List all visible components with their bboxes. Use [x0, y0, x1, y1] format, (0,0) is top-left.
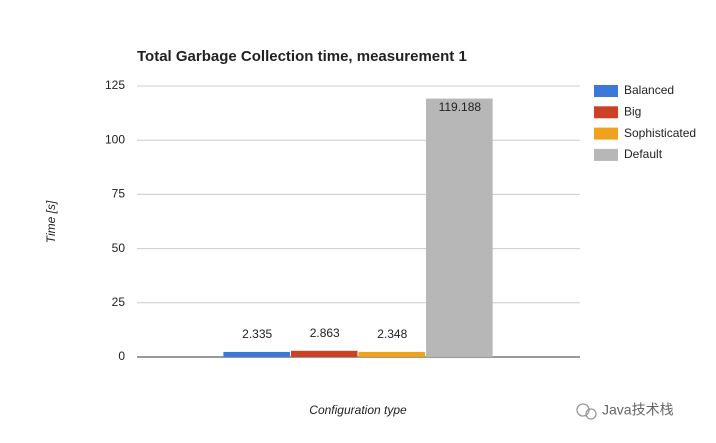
legend-label: Big	[624, 104, 641, 118]
y-tick-label: 125	[105, 78, 125, 92]
value-label: 119.188	[439, 100, 482, 114]
watermark: Java技术栈	[602, 402, 674, 418]
legend-label: Sophisticated	[624, 126, 696, 140]
value-label: 2.348	[377, 327, 407, 341]
y-tick-label: 50	[112, 241, 126, 255]
bar	[223, 351, 290, 357]
x-axis-label: Configuration type	[309, 403, 407, 417]
bar	[290, 350, 358, 357]
y-axis-label: Time [s]	[44, 200, 58, 243]
legend-swatch	[594, 85, 618, 97]
bar	[358, 351, 426, 357]
y-tick-label: 25	[112, 295, 126, 309]
legend-label: Balanced	[624, 83, 674, 97]
y-tick-label: 0	[118, 349, 125, 363]
chart-title: Total Garbage Collection time, measureme…	[137, 48, 467, 65]
value-label: 2.863	[310, 326, 340, 340]
legend-label: Default	[624, 147, 663, 161]
bar	[426, 98, 493, 358]
y-tick-label: 100	[105, 132, 125, 146]
y-tick-label: 75	[112, 187, 126, 201]
watermark-icon	[576, 403, 597, 420]
value-label: 2.335	[242, 327, 272, 341]
legend-swatch	[594, 127, 618, 140]
legend-swatch	[594, 106, 618, 119]
legend-swatch	[594, 148, 618, 161]
